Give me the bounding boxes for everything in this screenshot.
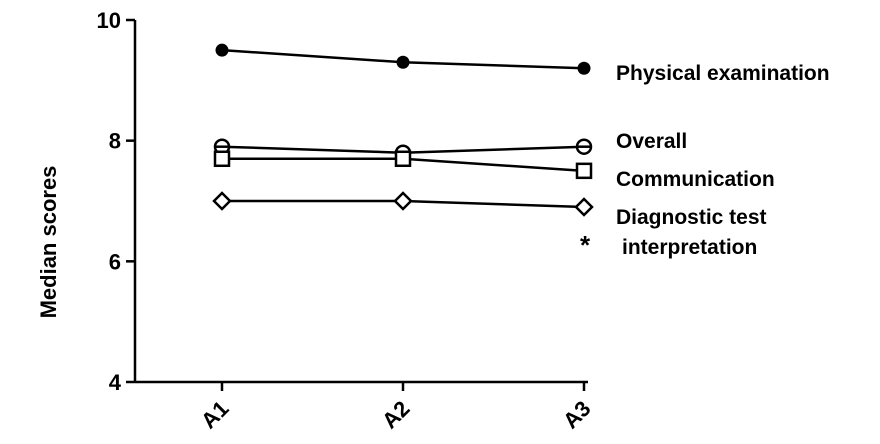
x-tick-labels: A1 A2 A3 bbox=[196, 396, 596, 434]
series-label: Communication bbox=[616, 168, 775, 191]
data-point-open-diamond bbox=[212, 191, 232, 211]
data-point-open-square bbox=[394, 150, 412, 168]
series-markers bbox=[212, 43, 594, 217]
y-tick-label: 8 bbox=[109, 129, 121, 154]
y-axis-label: Median scores bbox=[36, 166, 61, 319]
y-tick-label: 6 bbox=[109, 249, 121, 274]
data-point-open-square bbox=[213, 150, 231, 168]
data-point-filled-circle bbox=[396, 55, 410, 69]
series-label: interpretation bbox=[622, 236, 757, 259]
series-labels: Physical examination Overall Communication… bbox=[616, 62, 830, 259]
series-label: Physical examination bbox=[616, 62, 830, 85]
x-tick-label: A1 bbox=[196, 396, 234, 434]
series-lines bbox=[221, 48, 585, 209]
y-tick-labels: 4 6 8 10 bbox=[97, 8, 122, 395]
y-tick-label: 4 bbox=[109, 370, 122, 395]
x-tick-label: A2 bbox=[377, 396, 415, 434]
x-tick-label: A3 bbox=[558, 396, 596, 434]
y-tick-label: 10 bbox=[97, 8, 121, 33]
data-point-open-square bbox=[575, 162, 593, 180]
data-point-open-diamond bbox=[393, 191, 413, 211]
annotation-asterisk: * bbox=[580, 230, 591, 260]
series-label: Diagnostic test bbox=[616, 206, 767, 229]
data-point-filled-circle bbox=[577, 61, 591, 75]
chart-axes bbox=[126, 18, 588, 391]
series-label: Overall bbox=[616, 130, 687, 153]
data-point-open-diamond bbox=[574, 197, 594, 217]
data-point-filled-circle bbox=[215, 43, 229, 57]
